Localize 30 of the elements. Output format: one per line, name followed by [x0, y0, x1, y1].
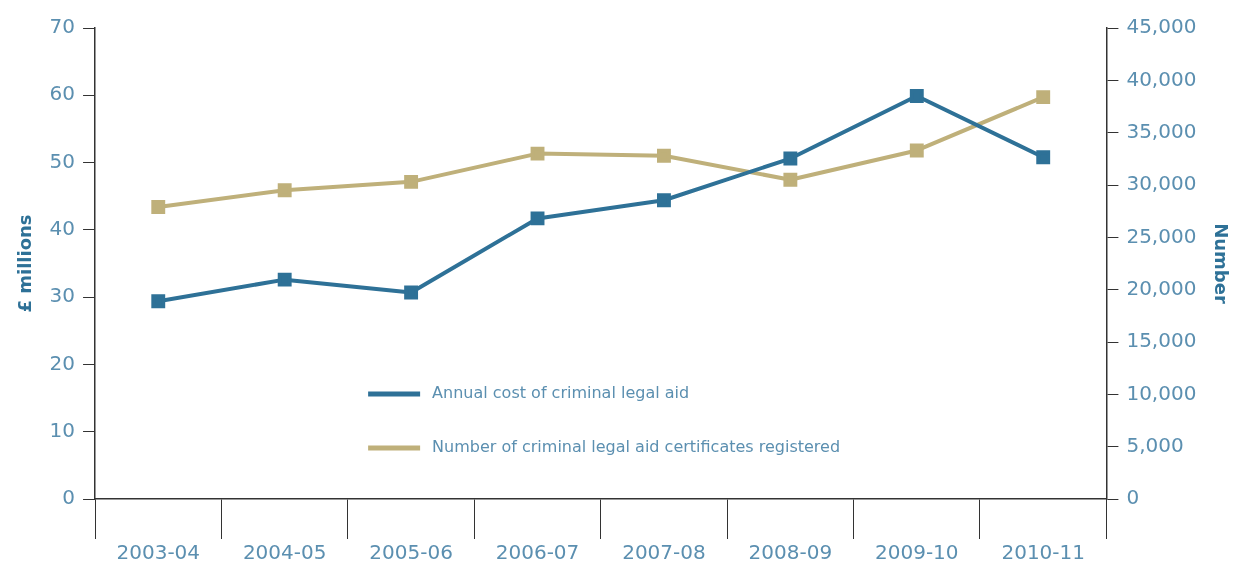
y2-tick-label: 35,000 — [1126, 118, 1197, 143]
x-tick-label: 2009-10 — [875, 540, 959, 565]
y-tick-label: 40 — [49, 216, 76, 241]
legend-label: Number of criminal legal aid certificates registered — [432, 437, 841, 457]
y2-axis-title: Number — [1210, 223, 1232, 304]
x-tick-label: 2008-09 — [748, 540, 833, 565]
y2-tick-label: 10,000 — [1126, 380, 1197, 405]
y-tick-label: 10 — [49, 417, 76, 442]
x-tick-label: 2005-06 — [369, 540, 453, 565]
x-tick-label: 2010-11 — [1001, 540, 1085, 565]
y2-tick-label: 45,000 — [1126, 14, 1197, 39]
y-tick-label: 60 — [49, 81, 76, 106]
y2-tick-label: 25,000 — [1126, 223, 1197, 248]
legend-label: Annual cost of criminal legal aid — [432, 383, 690, 403]
y2-tick-label: 0 — [1126, 485, 1140, 510]
y2-tick-label: 30,000 — [1126, 171, 1197, 196]
x-tick-label: 2003-04 — [116, 540, 201, 565]
y-tick-label: 30 — [49, 283, 76, 308]
y-tick-label: 0 — [62, 485, 76, 510]
x-tick-label: 2004-05 — [242, 540, 327, 565]
y-axis-title: £ millions — [14, 214, 36, 313]
x-tick-label: 2006-07 — [495, 540, 580, 565]
y-tick-label: 50 — [49, 148, 76, 173]
y-tick-label: 70 — [49, 14, 76, 39]
y2-tick-label: 5,000 — [1126, 432, 1184, 457]
y2-tick-label: 15,000 — [1126, 328, 1197, 353]
x-tick-label: 2007-08 — [622, 540, 706, 565]
y2-tick-label: 20,000 — [1126, 275, 1197, 300]
y-tick-label: 20 — [49, 350, 76, 375]
y2-tick-label: 40,000 — [1126, 66, 1197, 91]
